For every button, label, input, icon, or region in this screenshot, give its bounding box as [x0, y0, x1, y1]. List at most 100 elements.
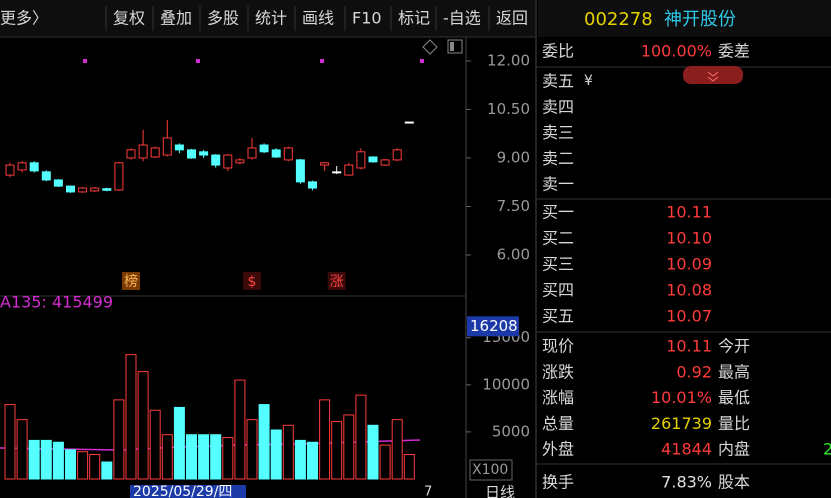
stat-label2: 最低 — [718, 388, 750, 407]
volume-bar — [52, 441, 64, 480]
candle-body — [90, 187, 100, 192]
volume-bar — [149, 409, 161, 480]
volume-bar — [403, 454, 415, 480]
expand-button[interactable] — [683, 66, 743, 84]
candle-body — [271, 149, 281, 158]
candle-body — [259, 144, 269, 153]
stat-label: 现价 — [542, 337, 574, 356]
candle-body — [308, 181, 317, 189]
volume-marker-box — [467, 316, 519, 337]
bid-label: 买五 — [542, 307, 574, 326]
toolbar-button[interactable]: 返回 — [496, 9, 528, 28]
candle-body — [247, 147, 257, 159]
event-label: 涨 — [330, 274, 344, 290]
volume-marker: 16208 — [470, 317, 518, 335]
volume-bar — [186, 434, 197, 480]
volume-bar — [355, 394, 367, 480]
ratio-label: 委比 — [542, 42, 574, 61]
ratio-value: 100.00% — [641, 42, 712, 61]
candle-body — [380, 159, 390, 166]
volume-bar — [379, 444, 391, 480]
event-badge[interactable] — [122, 272, 140, 290]
signal-dot — [196, 59, 200, 63]
stat-label2: 今开 — [718, 337, 750, 356]
candle-body — [187, 149, 196, 159]
expand-icon — [707, 71, 719, 82]
candle-body — [332, 171, 342, 174]
ask-label: 卖一 — [542, 175, 574, 194]
ask-symbol: ¥ — [584, 73, 593, 89]
volume-bar — [391, 419, 403, 480]
volume-bar — [282, 424, 294, 480]
volume-bar — [40, 439, 52, 480]
toolbar-button[interactable]: 标记 — [398, 9, 430, 28]
candle-body — [320, 162, 330, 166]
volume-bar — [367, 424, 379, 480]
stock-code: 002278 — [584, 9, 653, 30]
event-label: $ — [248, 274, 257, 290]
volume-bar — [161, 434, 173, 480]
bid-price: 10.10 — [666, 229, 712, 248]
toolbar-button[interactable]: 画线 — [302, 9, 334, 28]
event-badge[interactable] — [243, 272, 261, 290]
candle-body — [78, 187, 88, 193]
stat-label2: 量比 — [718, 414, 750, 433]
price-tick-label: 9.00 — [497, 148, 530, 166]
period-label[interactable]: 日线 — [485, 484, 515, 498]
volume-tick-label: 10000 — [482, 375, 530, 393]
ask-label: 卖五 — [542, 72, 574, 91]
panel-icon[interactable] — [447, 39, 463, 54]
more-button[interactable]: 更多〉 — [0, 9, 48, 28]
stat-label: 涨跌 — [542, 362, 574, 381]
candle-body — [344, 164, 354, 176]
toolbar-button[interactable]: 复权 — [113, 9, 145, 28]
volume-bar — [210, 434, 222, 480]
stat-value: 10.01% — [651, 388, 712, 407]
candle-body — [211, 154, 221, 166]
bid-label: 买四 — [542, 281, 574, 300]
candle-body — [150, 147, 160, 158]
volume-bar — [113, 399, 125, 480]
volume-bar — [270, 429, 282, 480]
ratio-label2: 委差 — [718, 42, 750, 61]
toolbar-button[interactable]: 叠加 — [160, 9, 192, 28]
volume-bar — [125, 354, 137, 480]
stat-label: 涨幅 — [542, 388, 574, 407]
candle-body — [5, 164, 15, 176]
candle-body — [126, 149, 136, 159]
signal-dot — [83, 59, 87, 63]
toolbar — [0, 0, 535, 37]
volume-bar — [307, 441, 318, 480]
signal-dot — [420, 59, 424, 63]
candle-body — [283, 147, 293, 161]
toolbar-button[interactable]: F10 — [352, 9, 382, 28]
stat-label2: 最高 — [718, 362, 750, 381]
volume-bar — [89, 454, 101, 480]
stat-value: 0.92 — [676, 362, 712, 381]
stock-name: 神开股份 — [664, 9, 736, 30]
diamond-icon[interactable] — [422, 39, 438, 55]
toolbar-button[interactable]: -自选 — [443, 9, 481, 28]
event-badge[interactable] — [327, 272, 346, 290]
toolbar-button[interactable]: 多股 — [207, 9, 239, 28]
panel-icon-bar — [450, 42, 454, 51]
ask-label: 卖四 — [542, 97, 574, 116]
volume-bar — [294, 439, 306, 480]
volume-bar — [65, 449, 76, 480]
volume-bar — [222, 437, 234, 480]
stat-label: 总量 — [542, 414, 574, 433]
volume-bar — [77, 451, 89, 480]
volume-bar — [101, 461, 113, 480]
price-tick-label: 6.00 — [497, 245, 530, 263]
bid-price: 10.11 — [666, 203, 712, 222]
candle-body — [235, 159, 245, 164]
stat-label: 外盘 — [542, 440, 574, 459]
stat-value: 7.83% — [661, 473, 712, 492]
bid-label: 买三 — [542, 255, 574, 274]
toolbar-button[interactable]: 统计 — [255, 9, 287, 28]
candle-body — [162, 137, 172, 156]
bid-price: 10.07 — [666, 307, 712, 326]
ask-label: 卖三 — [542, 123, 574, 142]
quote-header — [538, 0, 831, 37]
